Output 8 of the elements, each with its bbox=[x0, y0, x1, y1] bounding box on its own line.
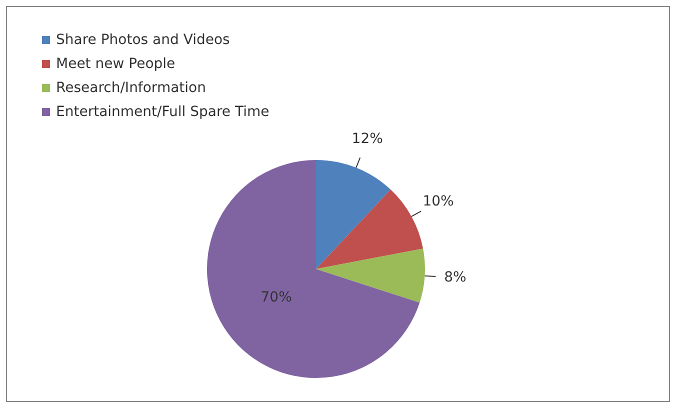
legend-label: Research/Information bbox=[56, 80, 206, 96]
legend-label: Share Photos and Videos bbox=[56, 32, 230, 48]
data-label: 8% bbox=[444, 269, 466, 286]
legend-label: Entertainment/Full Spare Time bbox=[56, 104, 270, 120]
data-label: 12% bbox=[352, 130, 383, 147]
data-label: 70% bbox=[260, 289, 292, 306]
legend-label: Meet new People bbox=[56, 56, 176, 72]
data-label: 10% bbox=[422, 193, 454, 210]
